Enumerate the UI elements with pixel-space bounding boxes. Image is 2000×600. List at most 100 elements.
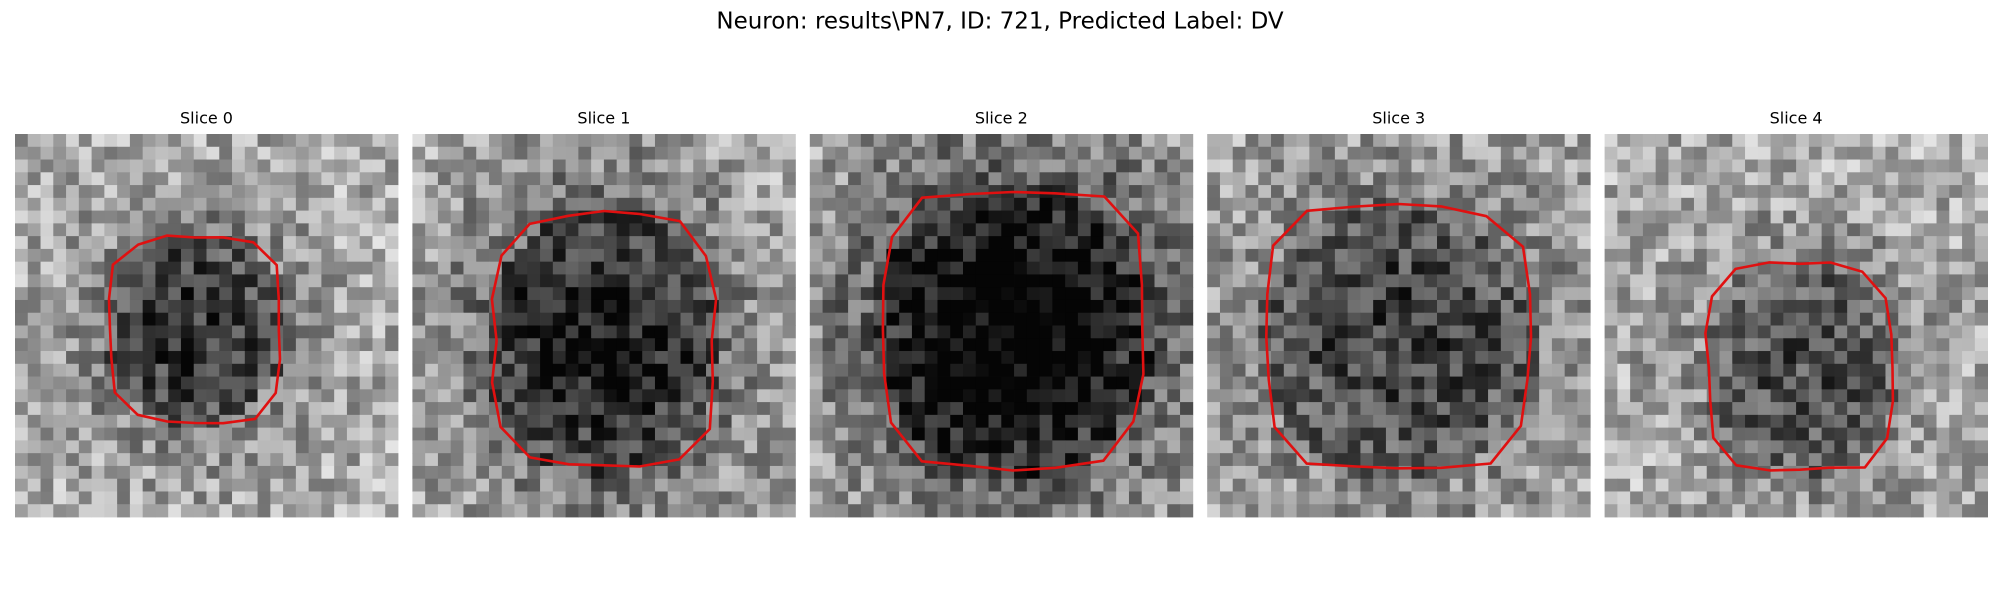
- pixel: [1551, 504, 1566, 518]
- pixel: [91, 172, 105, 186]
- pixel: [412, 134, 426, 148]
- pixel: [1296, 146, 1310, 160]
- pixel: [1859, 402, 1874, 416]
- pixel: [1309, 134, 1323, 148]
- pixel: [1347, 338, 1361, 352]
- pixel: [1271, 389, 1285, 403]
- pixel: [1834, 389, 1848, 403]
- pixel: [1026, 491, 1040, 505]
- pixel: [1796, 223, 1810, 237]
- pixel: [1936, 414, 1950, 429]
- pixel: [40, 465, 54, 480]
- pixel: [1821, 491, 1835, 505]
- pixel: [1551, 389, 1566, 403]
- pixel: [1974, 172, 1988, 186]
- pixel: [744, 159, 758, 173]
- pixel: [1180, 376, 1194, 390]
- pixel: [1911, 236, 1925, 250]
- pixel: [1398, 287, 1412, 301]
- pixel: [1551, 159, 1566, 173]
- pixel: [346, 478, 361, 492]
- pixel: [463, 325, 477, 339]
- pixel: [1026, 427, 1040, 441]
- pixel: [1745, 453, 1759, 467]
- pixel: [501, 261, 515, 275]
- pixel: [1655, 261, 1669, 275]
- pixel: [1974, 248, 1988, 263]
- pixel: [1039, 351, 1053, 365]
- pixel: [731, 478, 745, 492]
- pixel: [1334, 185, 1349, 199]
- pixel: [308, 299, 322, 314]
- pixel: [629, 274, 643, 288]
- pixel: [911, 351, 926, 365]
- pixel: [168, 325, 182, 339]
- pixel: [1141, 491, 1155, 505]
- pixel: [1103, 312, 1117, 326]
- pixel: [1090, 299, 1104, 314]
- pixel: [731, 363, 745, 377]
- pixel: [937, 134, 951, 148]
- pixel: [1398, 299, 1412, 314]
- pixel: [1655, 287, 1669, 301]
- pixel: [1283, 287, 1297, 301]
- pixel: [642, 274, 656, 288]
- pixel: [1052, 363, 1066, 377]
- pixel: [924, 402, 938, 416]
- pixel: [782, 146, 796, 160]
- pixel: [232, 134, 246, 148]
- pixel: [142, 261, 156, 275]
- pixel: [1271, 159, 1285, 173]
- pixel: [514, 504, 528, 518]
- pixel: [1834, 414, 1848, 429]
- pixel: [937, 236, 951, 250]
- pixel: [117, 351, 131, 365]
- pixel: [1475, 338, 1489, 352]
- pixel: [117, 261, 131, 275]
- pixel: [527, 236, 541, 250]
- pixel: [809, 465, 823, 480]
- pixel: [40, 402, 54, 416]
- pixel: [334, 185, 348, 199]
- pixel: [835, 363, 849, 377]
- pixel: [463, 197, 477, 211]
- pixel: [1783, 223, 1797, 237]
- pixel: [193, 159, 207, 173]
- pixel: [1116, 159, 1130, 173]
- pixel: [283, 325, 297, 339]
- pixel: [680, 185, 694, 199]
- pixel: [1245, 261, 1259, 275]
- pixel: [769, 440, 784, 454]
- pixel: [1026, 159, 1040, 173]
- pixel: [1577, 197, 1591, 211]
- pixel: [1180, 287, 1194, 301]
- pixel: [206, 478, 220, 492]
- pixel: [1693, 453, 1708, 467]
- pixel: [1539, 414, 1553, 429]
- pixel: [886, 440, 900, 454]
- pixel: [1271, 261, 1285, 275]
- pixel: [15, 299, 29, 314]
- pixel: [450, 287, 464, 301]
- pixel: [1077, 312, 1092, 326]
- pixel: [1577, 287, 1591, 301]
- pixel: [1090, 478, 1104, 492]
- pixel: [1642, 159, 1657, 173]
- pixel: [1411, 134, 1425, 148]
- pixel: [1783, 159, 1797, 173]
- pixel: [1732, 210, 1746, 224]
- pixel: [1630, 146, 1644, 160]
- pixel: [1962, 478, 1976, 492]
- pixel: [642, 146, 656, 160]
- pixel: [1604, 414, 1618, 429]
- pixel: [1719, 491, 1733, 505]
- pixel: [321, 146, 335, 160]
- pixel: [1385, 338, 1400, 352]
- pixel: [1360, 210, 1374, 224]
- pixel: [270, 491, 284, 505]
- pixel: [1154, 414, 1168, 429]
- pixel: [66, 185, 80, 199]
- pixel: [1859, 440, 1874, 454]
- pixel: [27, 146, 41, 160]
- pixel: [501, 338, 515, 352]
